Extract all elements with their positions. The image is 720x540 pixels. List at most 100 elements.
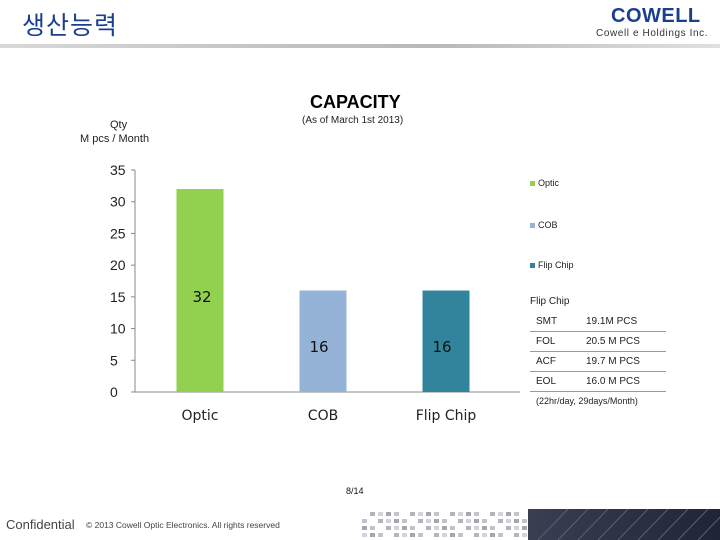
footer-dot	[466, 512, 471, 516]
y-tick-label: 20	[110, 257, 126, 273]
footer-dot	[394, 533, 399, 537]
footer-dot	[402, 519, 407, 523]
spec-row: ACF 19.7 M PCS	[530, 351, 666, 372]
data-label: 16	[309, 338, 328, 356]
spec-key: EOL	[530, 371, 580, 392]
footer-dot	[442, 526, 447, 530]
footer-dot	[410, 526, 415, 530]
footer-dot	[482, 526, 487, 530]
company-logo: COWELL	[611, 5, 701, 27]
footer-dot	[498, 512, 503, 516]
footer-dot	[370, 526, 375, 530]
footer-dot	[362, 519, 367, 523]
footer-dot	[378, 533, 383, 537]
y-unit-label-qty: Qty	[110, 119, 128, 131]
footer-dot	[378, 519, 383, 523]
footer-dot	[458, 512, 463, 516]
footer-dot	[458, 519, 463, 523]
y-tick-label: 10	[110, 321, 126, 337]
footer-dot	[426, 526, 431, 530]
footer-dot	[370, 512, 375, 516]
bar-flip-chip	[422, 290, 470, 392]
footer-dot	[466, 526, 471, 530]
bar-optic	[176, 189, 224, 392]
spec-row: FOL 20.5 M PCS	[530, 331, 666, 352]
footer-dot	[378, 512, 383, 516]
footer-dot	[498, 533, 503, 537]
footer-dot	[394, 526, 399, 530]
footer-dot	[426, 519, 431, 523]
spec-row: SMT 19.1M PCS	[530, 312, 666, 332]
footer-dot	[482, 519, 487, 523]
footer-dot	[474, 526, 479, 530]
spec-key: FOL	[530, 331, 580, 352]
spec-value: 19.7 M PCS	[580, 351, 666, 372]
footer-dot	[514, 526, 519, 530]
footer-dot	[490, 526, 495, 530]
bar-cob	[299, 290, 347, 392]
footer-dot	[362, 526, 367, 530]
footer-dot	[418, 512, 423, 516]
company-name: Cowell e Holdings Inc.	[596, 28, 709, 39]
footer-stripe-pattern	[537, 509, 720, 540]
footer-dot	[418, 519, 423, 523]
footer-dot	[434, 526, 439, 530]
footer-dot	[402, 533, 407, 537]
footer-dot	[474, 533, 479, 537]
footer-dot	[450, 512, 455, 516]
footer-dark-band	[528, 509, 720, 540]
footer-dot	[514, 512, 519, 516]
spec-note: (22hr/day, 29days/Month)	[536, 396, 638, 406]
footer-dot	[434, 533, 439, 537]
footer-dot	[426, 512, 431, 516]
spec-value: 19.1M PCS	[580, 312, 666, 332]
spec-value: 20.5 M PCS	[580, 331, 666, 352]
footer-dot	[482, 533, 487, 537]
spec-key: ACF	[530, 351, 580, 372]
slide-title: 생산능력	[22, 11, 119, 40]
category-label: Flip Chip	[416, 408, 477, 424]
footer-dot	[434, 519, 439, 523]
data-label: 16	[432, 338, 451, 356]
footer-dot	[394, 512, 399, 516]
legend-label: COB	[538, 220, 558, 230]
footer-dot	[458, 533, 463, 537]
legend-label: Optic	[538, 178, 560, 188]
footer-dot	[506, 526, 511, 530]
footer-copyright: © 2013 Cowell Optic Electronics. All rig…	[86, 520, 280, 530]
category-label: Optic	[182, 408, 219, 424]
spec-key: SMT	[530, 312, 580, 332]
legend-label: Flip Chip	[538, 260, 574, 270]
footer-dot	[506, 519, 511, 523]
footer-dot	[450, 533, 455, 537]
header-divider	[0, 44, 720, 48]
footer-dot	[522, 519, 527, 523]
footer-dot	[474, 519, 479, 523]
footer-dot	[386, 519, 391, 523]
footer-dot	[514, 533, 519, 537]
footer-dot	[450, 526, 455, 530]
footer-dot	[490, 533, 495, 537]
footer-dot	[410, 512, 415, 516]
footer-dot	[490, 512, 495, 516]
y-tick-label: 25	[110, 225, 126, 241]
y-unit-label-mpcs: M pcs / Month	[80, 133, 150, 145]
footer-dot	[506, 512, 511, 516]
footer-dot	[410, 533, 415, 537]
y-tick-label: 30	[110, 194, 126, 210]
footer-dot-pattern	[362, 512, 527, 537]
footer-dot	[362, 533, 367, 537]
footer-dot	[522, 533, 527, 537]
footer-dot	[386, 512, 391, 516]
footer-dot	[402, 526, 407, 530]
spec-header: Flip Chip	[530, 296, 570, 307]
y-tick-label: 35	[110, 162, 126, 178]
footer-dot	[498, 519, 503, 523]
chart-subtitle: (As of March 1st 2013)	[302, 115, 404, 126]
footer-dot	[522, 526, 527, 530]
footer-dot	[514, 519, 519, 523]
y-tick-label: 0	[110, 384, 118, 400]
footer-dot	[466, 519, 471, 523]
legend-swatch	[530, 181, 535, 186]
